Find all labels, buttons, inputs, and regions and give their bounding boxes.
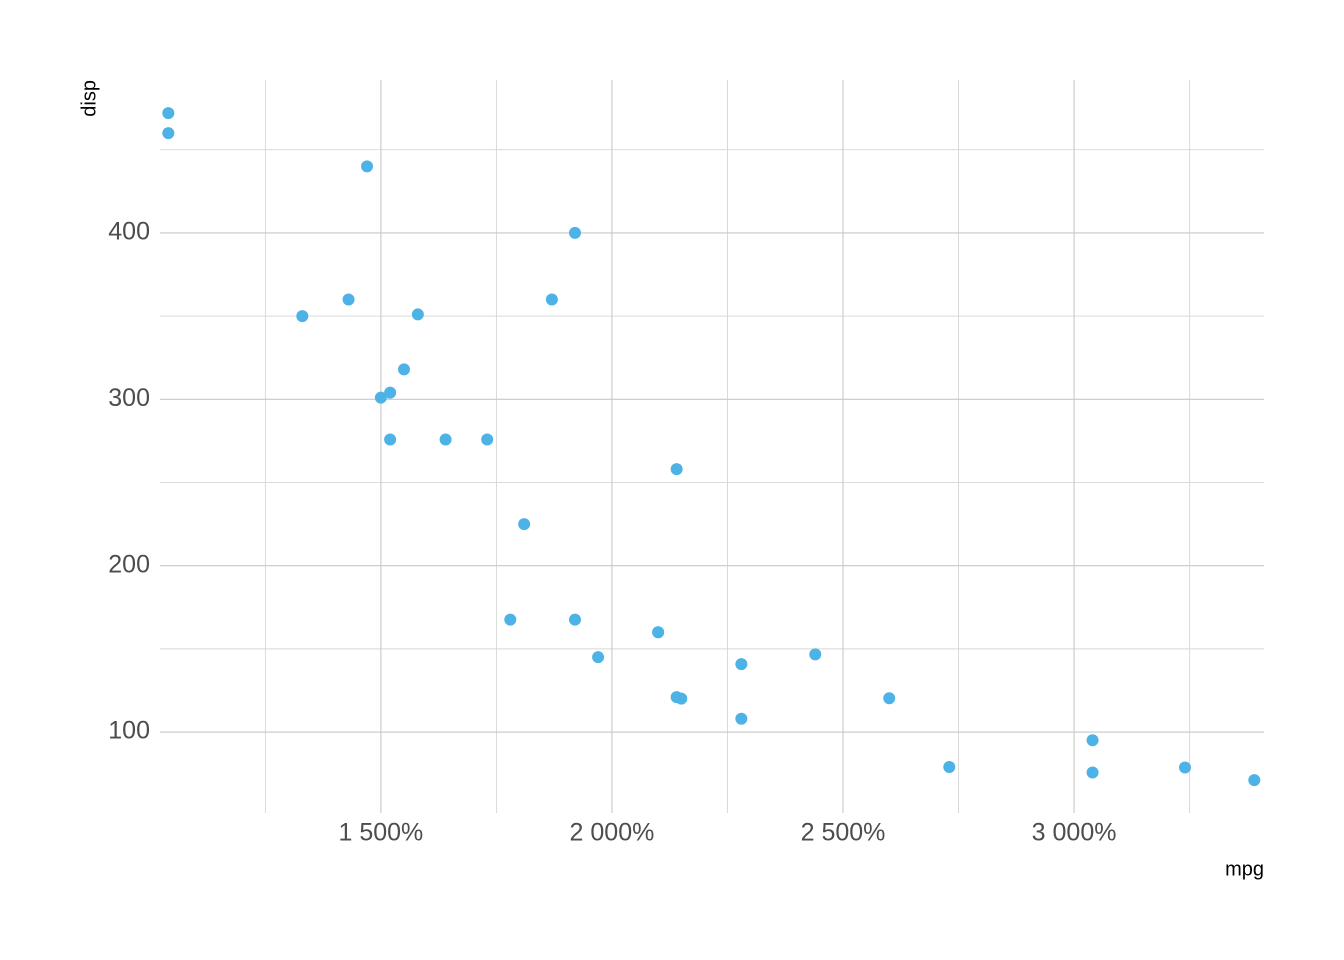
point	[384, 386, 397, 399]
point	[361, 160, 374, 173]
point	[162, 107, 175, 120]
y-tick-label: 400	[108, 218, 150, 246]
point	[670, 463, 683, 476]
point	[735, 658, 748, 671]
y-axis-title: disp	[78, 80, 100, 117]
point	[439, 433, 452, 446]
point	[568, 613, 581, 626]
point	[568, 226, 581, 239]
x-tick-label: 1 500%	[338, 819, 423, 847]
y-tick-label: 100	[108, 717, 150, 745]
x-tick-label: 3 000%	[1032, 819, 1117, 847]
point	[809, 648, 822, 661]
point	[411, 308, 424, 321]
point	[545, 293, 558, 306]
point	[518, 518, 531, 531]
y-tick-label: 200	[108, 550, 150, 578]
point	[1086, 766, 1099, 779]
point	[504, 613, 517, 626]
point	[943, 760, 956, 773]
x-tick-label: 2 500%	[801, 819, 886, 847]
y-tick-label: 300	[108, 384, 150, 412]
x-axis-title: mpg	[1225, 858, 1264, 880]
point	[1248, 774, 1261, 787]
point	[384, 433, 397, 446]
point	[162, 127, 175, 140]
point	[374, 391, 387, 404]
point	[883, 692, 896, 705]
point	[592, 651, 605, 664]
point	[342, 293, 355, 306]
point	[735, 712, 748, 725]
point	[397, 363, 410, 376]
x-tick-label: 2 000%	[570, 819, 655, 847]
point	[652, 626, 665, 639]
point	[296, 310, 309, 323]
point	[481, 433, 494, 446]
point	[1086, 734, 1099, 747]
point	[670, 691, 683, 704]
point	[1178, 761, 1191, 774]
